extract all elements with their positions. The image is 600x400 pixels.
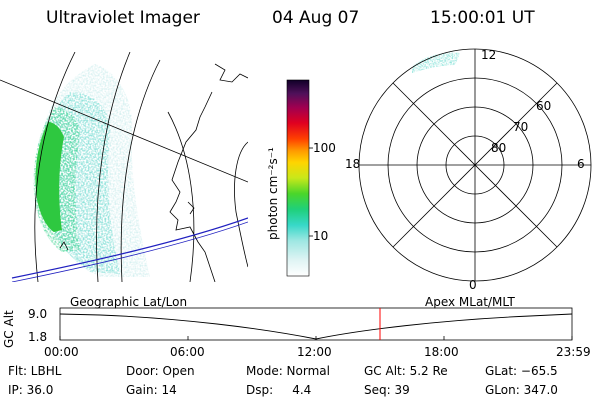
colorbar-tick-10: 10 bbox=[313, 229, 329, 243]
polar-label-18: 18 bbox=[345, 157, 361, 171]
dsp-info: Dsp: 4.4 bbox=[246, 383, 312, 397]
gc-alt-info: GC Alt: 5.2 Re bbox=[364, 364, 448, 378]
colorbar-unit-label: photon cm⁻²s⁻¹ bbox=[266, 147, 280, 240]
seq-info: Seq: 39 bbox=[364, 383, 410, 397]
altitude-tick-high: 9.0 bbox=[28, 307, 48, 321]
intensity-colorbar bbox=[286, 79, 313, 277]
observation-time: 15:00:01 UT bbox=[430, 8, 535, 28]
altitude-curve bbox=[59, 313, 573, 340]
coastlines bbox=[59, 63, 248, 282]
door-info: Door: Open bbox=[126, 364, 195, 378]
time-tick-0600: 06:00 bbox=[170, 345, 205, 359]
polar-aurora-emission bbox=[412, 52, 460, 73]
polar-lat-80: 80 bbox=[491, 141, 507, 155]
polar-label-12: 12 bbox=[481, 48, 497, 62]
polar-label-0: 0 bbox=[469, 278, 477, 292]
geographic-map bbox=[0, 52, 248, 282]
instrument-title: Ultraviolet Imager bbox=[46, 8, 200, 28]
polar-lat-70: 70 bbox=[513, 120, 529, 134]
filter-info: Flt: LBHL bbox=[8, 364, 62, 378]
time-tick-1200: 12:00 bbox=[297, 345, 332, 359]
ip-info: IP: 36.0 bbox=[8, 383, 54, 397]
map-grid-lines bbox=[0, 52, 248, 282]
polar-lat-60: 60 bbox=[536, 99, 552, 113]
polar-plot bbox=[358, 48, 592, 282]
altitude-axis-title: GC Alt bbox=[2, 310, 16, 348]
mode-info: Mode: Normal bbox=[246, 364, 330, 378]
colorbar-tick-100: 100 bbox=[313, 141, 336, 155]
dawn-terminator-line bbox=[11, 217, 248, 279]
time-tick-1800: 18:00 bbox=[424, 345, 459, 359]
apex-caption: Apex MLat/MLT bbox=[425, 295, 515, 309]
polar-label-6: 6 bbox=[577, 157, 585, 171]
altitude-tick-low: 1.8 bbox=[28, 330, 48, 344]
glat-info: GLat: −65.5 bbox=[485, 364, 558, 378]
glon-info: GLon: 347.0 bbox=[485, 383, 558, 397]
aurora-emission bbox=[33, 64, 150, 277]
gain-info: Gain: 14 bbox=[126, 383, 177, 397]
time-tick-2359: 23:59 bbox=[556, 345, 591, 359]
geographic-caption: Geographic Lat/Lon bbox=[70, 295, 188, 309]
altitude-timeline bbox=[59, 307, 573, 341]
time-tick-0000: 00:00 bbox=[44, 345, 79, 359]
observation-date: 04 Aug 07 bbox=[272, 8, 360, 28]
